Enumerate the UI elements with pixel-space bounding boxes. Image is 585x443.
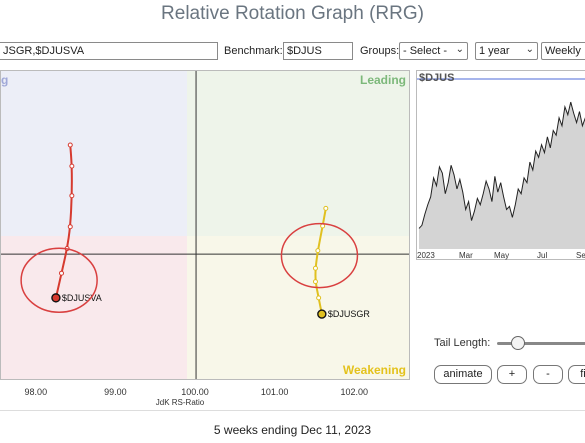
leading-quadrant bbox=[187, 71, 409, 236]
tail-point bbox=[320, 223, 326, 229]
head-point bbox=[317, 309, 327, 319]
tail-point bbox=[312, 265, 318, 271]
x-tick-label: 102.00 bbox=[340, 387, 369, 397]
benchmark-line-plot bbox=[417, 78, 585, 249]
tail-length-slider[interactable] bbox=[497, 342, 585, 345]
highlight-circle bbox=[20, 247, 98, 313]
tail-length-slider-handle[interactable] bbox=[511, 336, 525, 350]
page-title: Relative Rotation Graph (RRG) bbox=[161, 3, 424, 24]
animate-button[interactable]: animate bbox=[434, 365, 492, 384]
benchmark-chart-label: $DJUS bbox=[419, 72, 455, 84]
benchmark-x-tick-label: 2023 bbox=[417, 251, 435, 260]
lagging-quadrant bbox=[1, 236, 187, 379]
groups-label: Groups: bbox=[360, 45, 400, 57]
benchmark-input[interactable]: $DJUS bbox=[283, 42, 353, 60]
improving-quadrant bbox=[1, 71, 187, 236]
tail-point bbox=[312, 279, 318, 285]
benchmark-chart: $DJUS bbox=[416, 70, 585, 260]
benchmark-x-tick-label: Se bbox=[576, 251, 585, 260]
tail-point bbox=[315, 248, 321, 254]
benchmark-x-tick-label: May bbox=[494, 251, 510, 260]
series-label: $DJUSVA bbox=[62, 293, 102, 303]
benchmark-x-tick-label: Mar bbox=[459, 251, 473, 260]
footer-divider bbox=[0, 410, 585, 411]
series-label: $DJUSGR bbox=[328, 309, 371, 319]
tail-line-0 bbox=[54, 144, 73, 299]
tail-point bbox=[67, 142, 73, 148]
rrg-chart[interactable]: g Leading Weakening $DJUSVA $DJUSGR bbox=[0, 70, 410, 380]
frequency-select-value: Weekly bbox=[545, 45, 581, 57]
highlight-circle bbox=[280, 222, 359, 289]
benchmark-x-tick-label: Jul bbox=[537, 251, 548, 260]
toolbar: JSGR,$DJUSVA Benchmark: $DJUS Groups: - … bbox=[0, 42, 585, 62]
tail-point bbox=[316, 295, 322, 301]
zoom-in-button[interactable]: + bbox=[497, 365, 527, 384]
frequency-select[interactable]: Weekly bbox=[541, 42, 585, 60]
zoom-out-button[interactable]: - bbox=[533, 365, 563, 384]
symbols-input[interactable]: JSGR,$DJUSVA bbox=[0, 42, 218, 60]
x-axis-label: JdK RS-Ratio bbox=[155, 398, 205, 407]
x-tick-label: 101.00 bbox=[260, 387, 289, 397]
tail-point bbox=[59, 270, 65, 276]
groups-select[interactable]: - Select - ⌄ bbox=[399, 42, 468, 60]
leading-label: Leading bbox=[359, 73, 406, 87]
benchmark-area bbox=[419, 102, 585, 249]
head-point bbox=[51, 293, 61, 303]
chevron-down-icon: ⌄ bbox=[525, 44, 534, 55]
rrg-plot: $DJUSVA $DJUSGR bbox=[1, 71, 409, 379]
weakening-quadrant bbox=[187, 236, 409, 379]
improving-label: g bbox=[1, 73, 9, 87]
footer-caption: 5 weeks ending Dec 11, 2023 bbox=[213, 423, 372, 437]
benchmark-line bbox=[418, 101, 585, 229]
chevron-down-icon: ⌄ bbox=[455, 44, 464, 55]
tail-point bbox=[69, 163, 75, 169]
period-select[interactable]: 1 year ⌄ bbox=[475, 42, 538, 60]
tail-point bbox=[69, 193, 75, 199]
tail-length-label: Tail Length: bbox=[434, 337, 491, 349]
x-tick-label: 98.00 bbox=[24, 387, 48, 397]
period-select-value: 1 year bbox=[479, 45, 510, 57]
tail-point bbox=[67, 224, 73, 230]
fit-button[interactable]: fi bbox=[568, 365, 585, 384]
x-tick-label: 100.00 bbox=[181, 387, 209, 397]
x-tick-label: 99.00 bbox=[104, 387, 127, 397]
weakening-label: Weakening bbox=[342, 363, 406, 377]
groups-select-value: - Select - bbox=[403, 45, 448, 57]
benchmark-label: Benchmark: bbox=[224, 45, 283, 57]
tail-point bbox=[323, 205, 329, 211]
